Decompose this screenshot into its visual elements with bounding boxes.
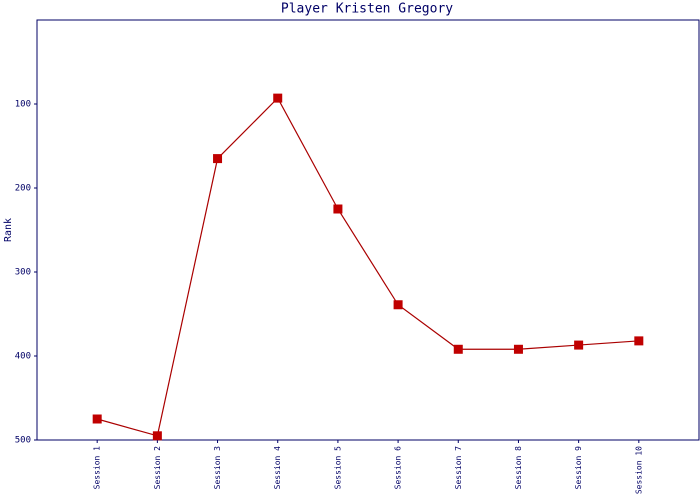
x-tick-label: Session 8 [514, 446, 523, 490]
x-tick-label: Session 1 [93, 446, 102, 490]
marker [453, 344, 463, 354]
marker [634, 336, 644, 346]
x-tick-label: Session 9 [574, 446, 583, 490]
y-tick-label: 500 [15, 436, 31, 446]
marker [574, 340, 584, 350]
x-tick-label: Session 10 [634, 446, 643, 494]
x-tick-label: Session 7 [454, 446, 463, 490]
marker [152, 431, 162, 441]
marker [92, 414, 102, 424]
x-tick-label: Session 3 [213, 446, 222, 490]
x-tick-label: Session 6 [394, 446, 403, 490]
y-axis-label: Rank [3, 218, 14, 242]
marker [393, 300, 403, 310]
marker [333, 204, 343, 214]
x-tick-label: Session 5 [333, 446, 342, 490]
line [97, 97, 639, 437]
chart-title: Player Kristen Gregory [281, 2, 453, 17]
y-tick-label: 300 [15, 268, 31, 278]
x-tick-label: Session 4 [273, 446, 282, 490]
marker [513, 344, 523, 354]
plot-frame [36, 19, 700, 441]
y-tick-label: 200 [15, 184, 31, 194]
y-tick-label: 400 [15, 352, 31, 362]
marker [273, 93, 283, 103]
x-tick-label: Session 2 [153, 446, 162, 490]
marker [213, 154, 223, 164]
y-tick-label: 100 [15, 100, 31, 110]
